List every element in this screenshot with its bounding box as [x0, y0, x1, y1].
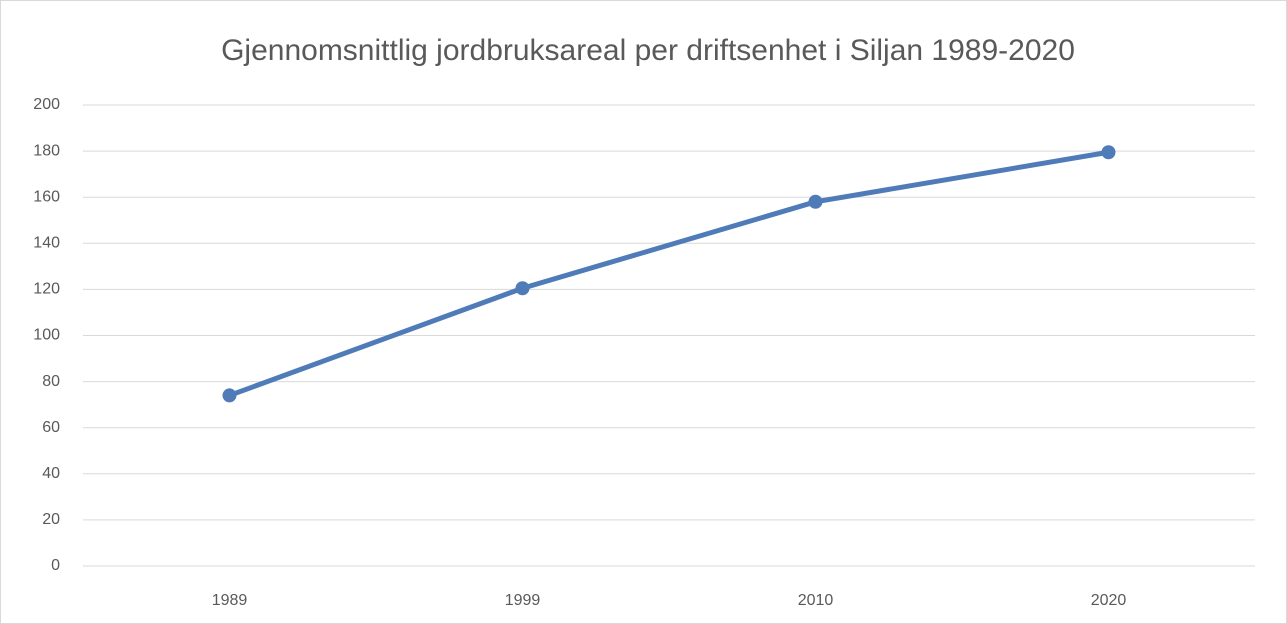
- y-tick-label: 160: [33, 188, 60, 205]
- y-tick-label: 180: [33, 142, 60, 159]
- y-tick-label: 100: [33, 327, 60, 344]
- x-tick-label: 1989: [212, 592, 248, 609]
- x-tick-label: 2020: [1091, 592, 1127, 609]
- x-tick-label: 1999: [505, 592, 541, 609]
- data-point: [1101, 145, 1116, 160]
- y-tick-label: 120: [33, 281, 60, 298]
- data-point: [808, 194, 823, 209]
- y-tick-label: 140: [33, 235, 60, 252]
- y-tick-label: 80: [42, 373, 60, 390]
- data-point: [222, 388, 237, 403]
- y-tick-label: 60: [42, 419, 60, 436]
- x-tick-label: 2010: [798, 592, 834, 609]
- chart-title: Gjennomsnittlig jordbruksareal per drift…: [221, 34, 1075, 67]
- y-tick-label: 20: [42, 511, 60, 528]
- data-point: [515, 281, 530, 296]
- y-tick-label: 200: [33, 96, 60, 113]
- y-tick-label: 0: [51, 557, 60, 574]
- data-line: [227, 149, 1111, 398]
- y-tick-label: 40: [42, 465, 60, 482]
